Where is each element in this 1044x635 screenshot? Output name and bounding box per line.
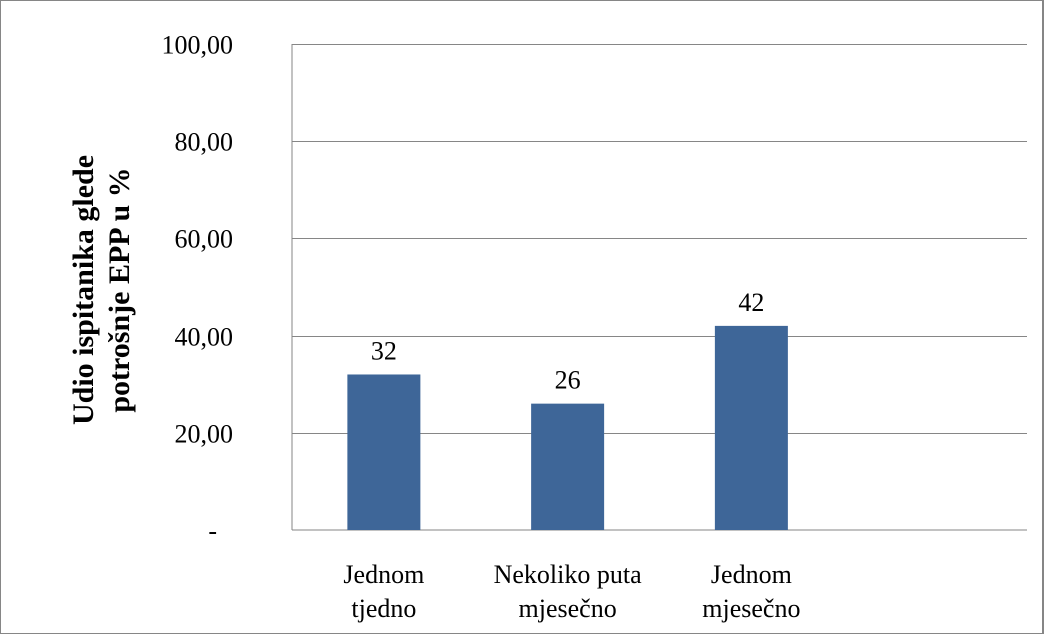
data-labels: 32 26 42 [371,288,765,395]
x-axis-category-labels: Jednom tjedno Nekoliko puta mjesečno Jednom m… [343,560,800,623]
y-axis-title-line: potrošnje EPP u % [103,167,136,412]
x-category-label: mjesečno [702,594,800,623]
y-axis-title-group: Udio ispitanika glede potrošnje EPP u % [67,155,136,425]
y-tick-label: 20,00 [175,420,234,449]
y-axis-ticks: - 20,00 40,00 60,00 80,00 100,00 [162,31,234,546]
data-label: 26 [555,366,581,395]
y-axis-title-line: Udio ispitanika glede [67,155,100,425]
x-category-label: Jednom [711,560,792,589]
bar [714,325,788,530]
y-tick-label: 40,00 [175,323,234,352]
x-category-label: mjesečno [519,594,617,623]
data-label: 42 [738,288,764,317]
data-label: 32 [371,336,397,365]
y-axis-title: Udio ispitanika glede potrošnje EPP u % [67,155,136,425]
x-category-label: Nekoliko puta [494,560,642,589]
y-tick-label: 100,00 [162,31,234,60]
bar [531,403,605,530]
y-tick-label: - [208,517,217,546]
bar [347,374,421,530]
y-tick-label: 60,00 [175,225,234,254]
x-category-label: tjedno [351,594,416,623]
x-category-label: Jednom [343,560,424,589]
bars [347,325,788,530]
y-tick-label: 80,00 [175,128,234,157]
